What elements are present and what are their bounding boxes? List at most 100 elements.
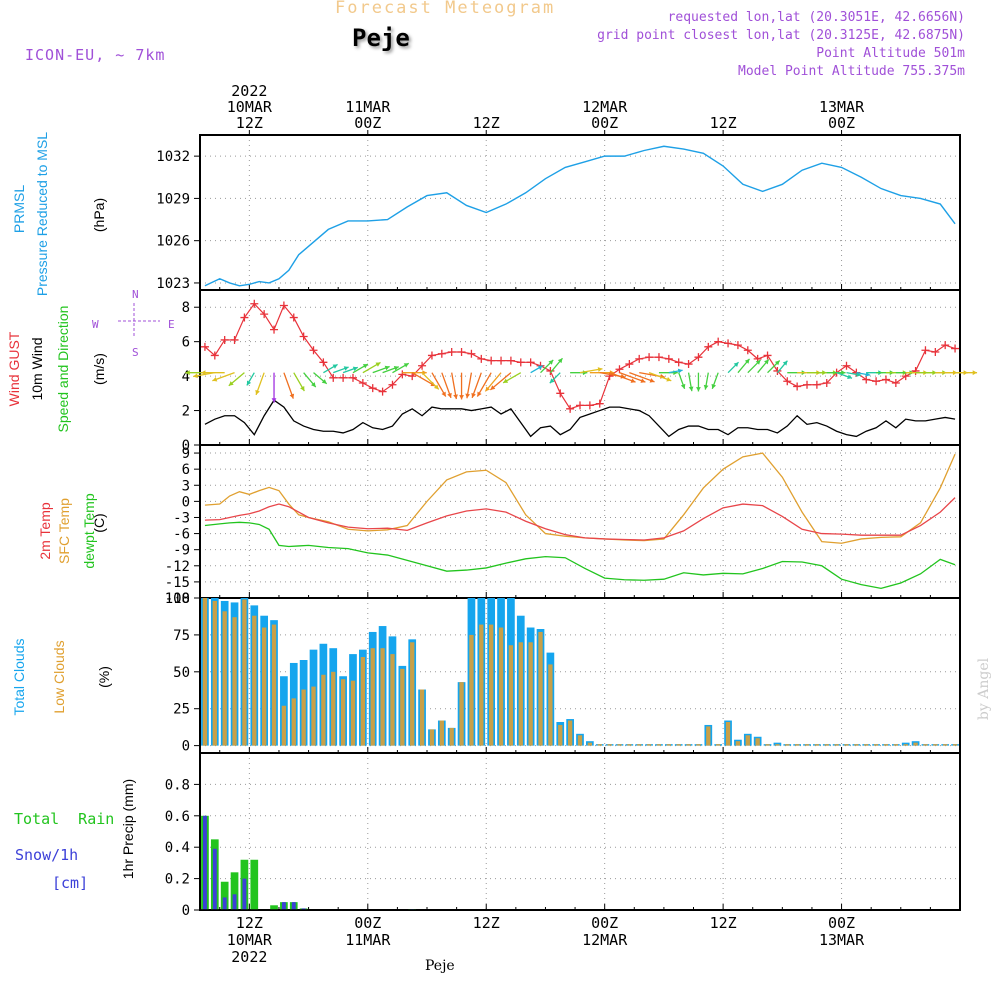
wind-arrow-head xyxy=(477,391,482,397)
low-cloud-bar xyxy=(745,735,750,746)
low-cloud-bar xyxy=(449,727,454,746)
location-title: Peje xyxy=(352,24,410,52)
y-tick-label: 1029 xyxy=(156,191,190,207)
wind-arrow xyxy=(609,372,636,383)
wind-arrow-head xyxy=(703,384,709,390)
compass-e: E xyxy=(168,318,175,331)
wind-arrow-head xyxy=(362,364,368,369)
y-tick-label: -15 xyxy=(165,575,190,591)
panel-frame-temp xyxy=(199,444,961,599)
low-cloud-bar xyxy=(212,600,217,746)
wind-arrow-head xyxy=(680,383,686,389)
compass-w: W xyxy=(92,318,99,331)
y-tick-label: 6 xyxy=(182,335,190,351)
y-tick-label: 3 xyxy=(182,478,190,494)
model-label: ICON-EU, ~ 7km xyxy=(25,46,166,64)
y-tick-label: 0 xyxy=(182,494,190,510)
gust-marker xyxy=(951,344,960,353)
gust-marker xyxy=(457,348,466,356)
wind-arrow xyxy=(283,372,294,399)
low-cloud-bar xyxy=(597,744,602,746)
low-cloud-bar xyxy=(706,726,711,746)
gust-marker xyxy=(506,356,515,365)
footer-location: Peje xyxy=(425,958,455,974)
low-cloud-bar xyxy=(656,744,662,746)
low-cloud-bar xyxy=(943,744,948,746)
gust-marker xyxy=(812,380,821,389)
gust-marker xyxy=(743,346,752,355)
low-cloud-bar xyxy=(508,645,514,746)
gust-marker xyxy=(625,360,634,369)
wind-arrow-head xyxy=(352,366,358,372)
gust-marker xyxy=(585,401,594,410)
y-tick-label: -6 xyxy=(173,527,190,543)
snow-bar xyxy=(281,902,286,910)
wind-arrow xyxy=(411,372,436,387)
low-cloud-bar xyxy=(252,615,257,746)
low-cloud-bar xyxy=(410,642,415,746)
wind-arrow-head xyxy=(640,378,646,383)
gust-marker xyxy=(605,372,614,381)
low-cloud-bar xyxy=(528,642,533,746)
wind-arrow-head xyxy=(549,378,555,384)
gust-marker xyxy=(931,348,940,356)
gust-marker xyxy=(398,370,407,379)
low-cloud-bar xyxy=(271,624,277,746)
low-cloud-bar xyxy=(291,698,296,746)
y-tick-label: 25 xyxy=(173,702,190,718)
gust-marker xyxy=(309,346,318,355)
low-cloud-bar xyxy=(518,642,523,746)
chart-title: Forecast Meteogram xyxy=(335,0,556,18)
gust-marker xyxy=(654,353,663,362)
wind-arrow xyxy=(471,372,482,399)
gust-marker xyxy=(319,358,328,367)
low-cloud-bar xyxy=(686,744,691,746)
model-altitude: Model Point Altitude 755.375m xyxy=(738,64,965,79)
wind-arrow-head xyxy=(212,376,218,382)
gust-marker xyxy=(694,353,703,362)
low-clouds-label: Low Clouds xyxy=(51,640,67,714)
snow-bar xyxy=(301,908,306,910)
panel-frame-precip xyxy=(199,752,961,911)
wind-arrow-head xyxy=(343,366,349,371)
low-cloud-bar xyxy=(646,744,652,746)
y-tick-label: 9 xyxy=(182,446,190,462)
wind-arrow-head xyxy=(841,370,846,376)
gust-marker xyxy=(783,377,792,386)
time-label-top: 11MAR xyxy=(345,98,391,116)
time-label-top: 00Z xyxy=(828,114,855,132)
gust-marker xyxy=(388,380,397,389)
wind-arrow-head xyxy=(744,358,750,364)
gust-marker xyxy=(368,384,377,393)
sfc-temp-label: SFC Temp xyxy=(56,498,72,564)
low-cloud-bar xyxy=(479,624,484,746)
gust-marker xyxy=(477,354,486,363)
low-cloud-bar xyxy=(390,654,395,746)
gust-marker xyxy=(891,379,900,387)
gust-marker xyxy=(329,373,338,382)
time-label-top: 00Z xyxy=(354,114,381,132)
gust-marker xyxy=(684,360,693,369)
low-cloud-bar xyxy=(913,742,918,746)
gust-marker xyxy=(279,301,288,310)
time-label-bottom: 12Z xyxy=(473,914,500,932)
wind-unit-label: (m/s) xyxy=(91,353,107,385)
gust-marker xyxy=(635,354,644,363)
y-tick-label: 50 xyxy=(173,665,190,681)
wind-arrow-head xyxy=(403,363,409,368)
low-cloud-bar xyxy=(696,744,701,746)
y-tick-label: 6 xyxy=(182,462,190,478)
time-label-top: 13MAR xyxy=(819,98,865,116)
low-cloud-bar xyxy=(883,744,889,746)
y-tick-label: -9 xyxy=(173,543,190,559)
low-cloud-bar xyxy=(617,744,622,746)
time-label-bottom: 00Z xyxy=(828,914,855,932)
time-label-bottom: 12Z xyxy=(236,914,263,932)
wind-arrow-head xyxy=(503,378,509,383)
gust-marker xyxy=(447,348,456,356)
wind-arrow-head xyxy=(490,385,496,390)
time-label-bottom: 2022 xyxy=(231,948,267,966)
snow-unit-label: [cm] xyxy=(52,874,89,892)
low-cloud-bar xyxy=(242,599,247,746)
